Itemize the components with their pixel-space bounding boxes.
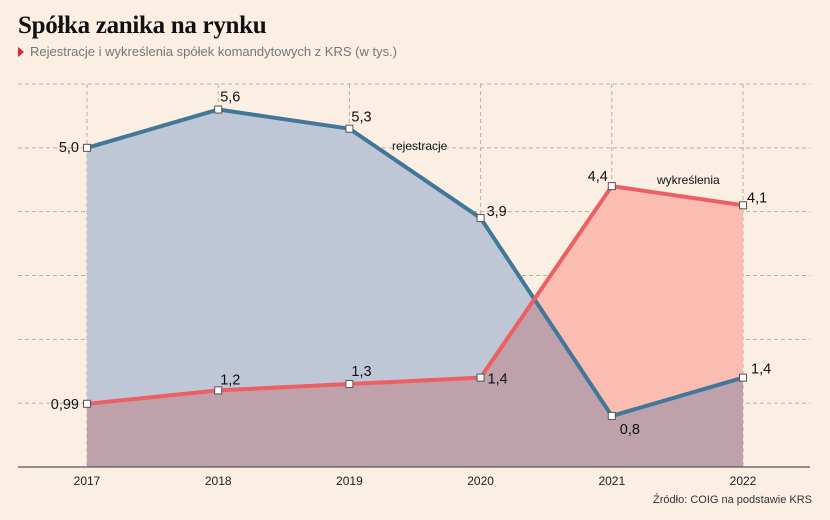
markers <box>83 105 747 420</box>
overlap-area <box>87 299 743 467</box>
rejestracje-data-label: 5,0 <box>59 140 79 156</box>
rejestracje-data-label: 1,4 <box>751 362 771 378</box>
rejestracje-point <box>345 124 354 133</box>
wykreslenia-point <box>345 380 354 389</box>
wykreslenia-point <box>83 399 91 408</box>
wykreslenia-data-label: 0,99 <box>51 397 79 413</box>
chart-title: Spółka zanika na rynku <box>18 12 267 39</box>
series-label-rejestracje: rejestracje <box>392 139 448 153</box>
wykreslenia-data-label: 4,1 <box>747 190 767 206</box>
x-tick-label: 2017 <box>74 474 101 488</box>
rejestracje-point <box>739 373 747 382</box>
rejestracje-data-label: 3,9 <box>487 204 507 220</box>
wykreslenia-point <box>476 373 485 382</box>
x-tick-label: 2018 <box>205 474 232 488</box>
chart-subtitle: Rejestracje i wykreślenia spółek komandy… <box>18 44 397 59</box>
rejestracje-point <box>214 105 223 114</box>
wykreslenia-data-label: 1,3 <box>351 364 371 380</box>
wykreslenia-line <box>86 184 744 406</box>
areas <box>87 109 743 468</box>
x-tick-label: 2021 <box>598 474 625 488</box>
x-tick-label: 2019 <box>336 474 363 488</box>
x-tick-label: 2022 <box>730 474 757 488</box>
series-label-wykreslenia: wykreślenia <box>656 173 720 187</box>
chart-subtitle-text: Rejestracje i wykreślenia spółek komandy… <box>30 44 398 59</box>
labels: 5,0 5,6 5,3 3,9 0,8 1,4 0,99 1,2 1,3 1,4 4,4 4,1 rej… <box>51 90 771 438</box>
rejestracje-data-label: 5,6 <box>220 90 240 106</box>
rejestracje-data-label: 0,8 <box>620 422 640 438</box>
wykreslenia-point <box>739 201 747 210</box>
rejestracje-line <box>86 107 744 418</box>
lines <box>86 107 744 418</box>
x-axis: 2017 2018 2019 2020 2021 2022 <box>18 466 810 488</box>
wykreslenia-data-label: 1,4 <box>488 372 508 388</box>
wykreslenia-data-label: 4,4 <box>588 169 608 185</box>
wykreslenia-point <box>214 386 223 395</box>
rejestracje-data-label: 5,3 <box>351 110 371 126</box>
rejestracje-point <box>476 214 485 223</box>
red-triangle-icon <box>18 46 24 57</box>
x-tick-label: 2020 <box>467 474 494 488</box>
rejestracje-point <box>607 411 616 420</box>
wykreslenia-point <box>607 182 616 191</box>
source-note: Źródło: COIG na podstawie KRS <box>653 494 812 506</box>
wykreslenia-data-label: 1,2 <box>220 372 240 388</box>
rejestracje-point <box>83 143 91 152</box>
